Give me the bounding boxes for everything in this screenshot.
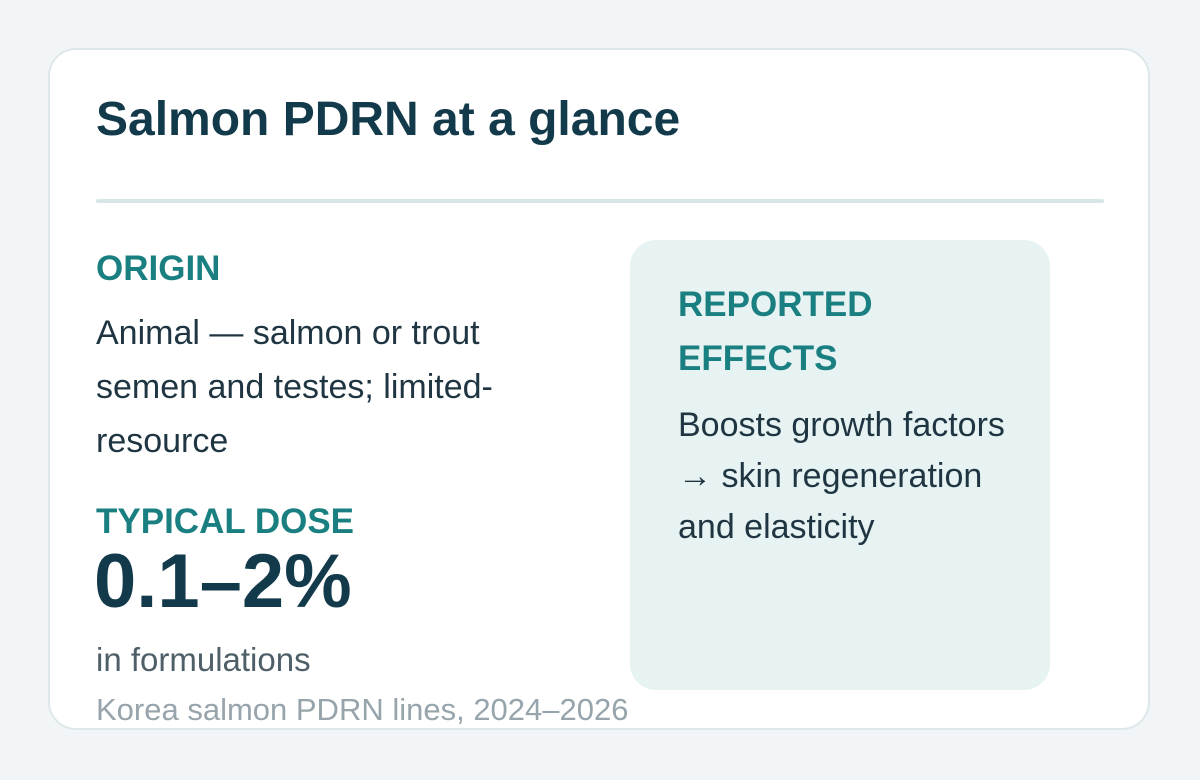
info-card: Salmon PDRN at a glance ORIGIN Animal — … <box>48 48 1150 730</box>
typical-dose-label: TYPICAL DOSE <box>96 502 355 541</box>
reported-effects-panel: REPORTED EFFECTS Boosts growth factors →… <box>630 240 1050 690</box>
typical-dose-value: 0.1–2% <box>94 539 352 624</box>
title-divider <box>96 199 1104 203</box>
typical-dose-unit: in formulations <box>96 641 311 678</box>
reported-effects-text: Boosts growth factors → skin regeneratio… <box>678 406 1005 546</box>
reported-effects-label: REPORTED EFFECTS <box>678 285 873 378</box>
origin-text: Animal — salmon or trout semen and teste… <box>96 314 493 460</box>
origin-label: ORIGIN <box>96 249 221 288</box>
source-note: Korea salmon PDRN lines, 2024–2026 <box>96 692 629 727</box>
card-title: Salmon PDRN at a glance <box>96 93 681 146</box>
